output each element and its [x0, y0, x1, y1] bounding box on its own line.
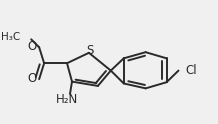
- Text: O: O: [27, 40, 37, 53]
- Text: Cl: Cl: [186, 64, 197, 77]
- Text: S: S: [86, 45, 94, 57]
- Text: H₂N: H₂N: [56, 93, 78, 106]
- Text: O: O: [27, 72, 37, 85]
- Text: H₃C: H₃C: [1, 32, 20, 43]
